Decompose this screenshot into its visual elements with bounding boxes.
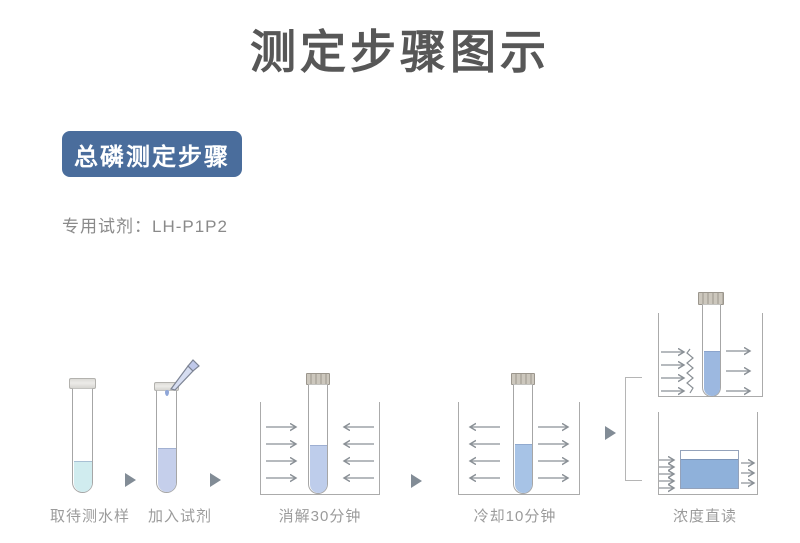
tube4-body [513, 384, 533, 494]
step-connector-icon [125, 473, 136, 487]
tube5-liquid [703, 351, 720, 396]
read-light-arrows-icon [661, 313, 763, 397]
step4-label: 冷却10分钟 [473, 508, 557, 525]
grouping-bracket [625, 377, 642, 481]
tube2-liquid [157, 448, 176, 492]
step5-label: 浓度直读 [672, 508, 737, 525]
step-connector-icon [411, 474, 422, 488]
tube5-body [702, 304, 721, 397]
tube1-body [72, 388, 93, 493]
step1-label: 取待测水样 [49, 508, 130, 525]
tube2-body [156, 390, 177, 493]
page-title: 测定步骤图示 [250, 26, 550, 78]
step-connector-icon [605, 426, 616, 440]
cuvette [680, 450, 739, 489]
cuvette-light-arrows-icon [659, 412, 758, 495]
digest-vessel [260, 402, 380, 495]
tube1-liquid [73, 461, 92, 492]
tube3-body [308, 384, 328, 494]
cuvette-liquid [681, 459, 738, 488]
cool-arrows-icon [458, 402, 580, 494]
step3-label: 消解30分钟 [278, 508, 362, 525]
cool-vessel [458, 402, 580, 495]
read-vessel-bottom [658, 412, 758, 495]
step2-label: 加入试剂 [147, 508, 212, 525]
section-badge: 总磷测定步骤 [62, 131, 242, 177]
droplet-icon [165, 390, 169, 396]
steps-diagram: 取待测水样 加入试剂 消解30分钟 [0, 280, 800, 543]
digest-heat-arrows-icon [266, 402, 374, 494]
step-connector-icon [210, 473, 221, 487]
reagent-info: 专用试剂：LH-P1P2 [62, 217, 228, 236]
pipette-icon [169, 359, 200, 391]
tube4-liquid [514, 444, 532, 493]
tube3-liquid [309, 445, 327, 493]
